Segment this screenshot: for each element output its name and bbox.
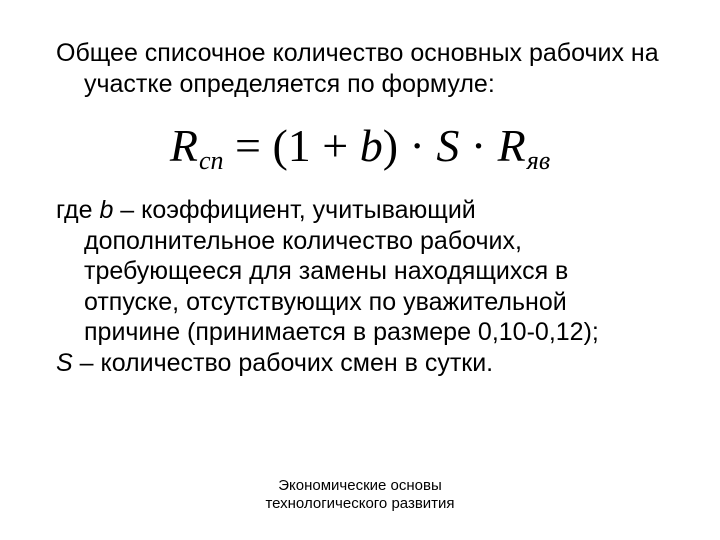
formula-s: S: [436, 120, 459, 171]
formula-rhs-sub: яв: [527, 146, 550, 175]
formula-lhs-var: R: [170, 120, 198, 171]
intro-paragraph: Общее списочное количество основных рабо…: [56, 38, 664, 99]
formula-eq: =: [223, 120, 272, 171]
slide-footer: Экономические основы технологического ра…: [0, 477, 720, 515]
footer-line-1: Экономические основы: [0, 477, 720, 496]
formula-mid: ·: [459, 120, 497, 171]
explanation-s: S – количество рабочих смен в сутки.: [56, 348, 664, 379]
formula-lhs-sub: сп: [199, 146, 224, 175]
formula-rhs-var: R: [498, 120, 526, 171]
expl-b-lead: где: [56, 196, 99, 224]
expl-s-text: – количество рабочих смен в сутки.: [73, 349, 493, 377]
expl-s-var: S: [56, 349, 73, 377]
formula-close: ) ·: [383, 120, 437, 171]
explanation-b: где b – коэффициент, учитывающий дополни…: [56, 195, 664, 348]
expl-b-var: b: [99, 196, 113, 224]
formula-block: Rсп = (1 + b) · S · Rяв: [56, 123, 664, 169]
formula-b: b: [360, 120, 383, 171]
expl-b-text: – коэффициент, учитывающий дополнительно…: [84, 196, 599, 346]
footer-line-2: технологического развития: [0, 495, 720, 514]
formula-open: (1 +: [272, 120, 359, 171]
slide: Общее списочное количество основных рабо…: [0, 0, 720, 540]
formula: Rсп = (1 + b) · S · Rяв: [170, 120, 550, 171]
